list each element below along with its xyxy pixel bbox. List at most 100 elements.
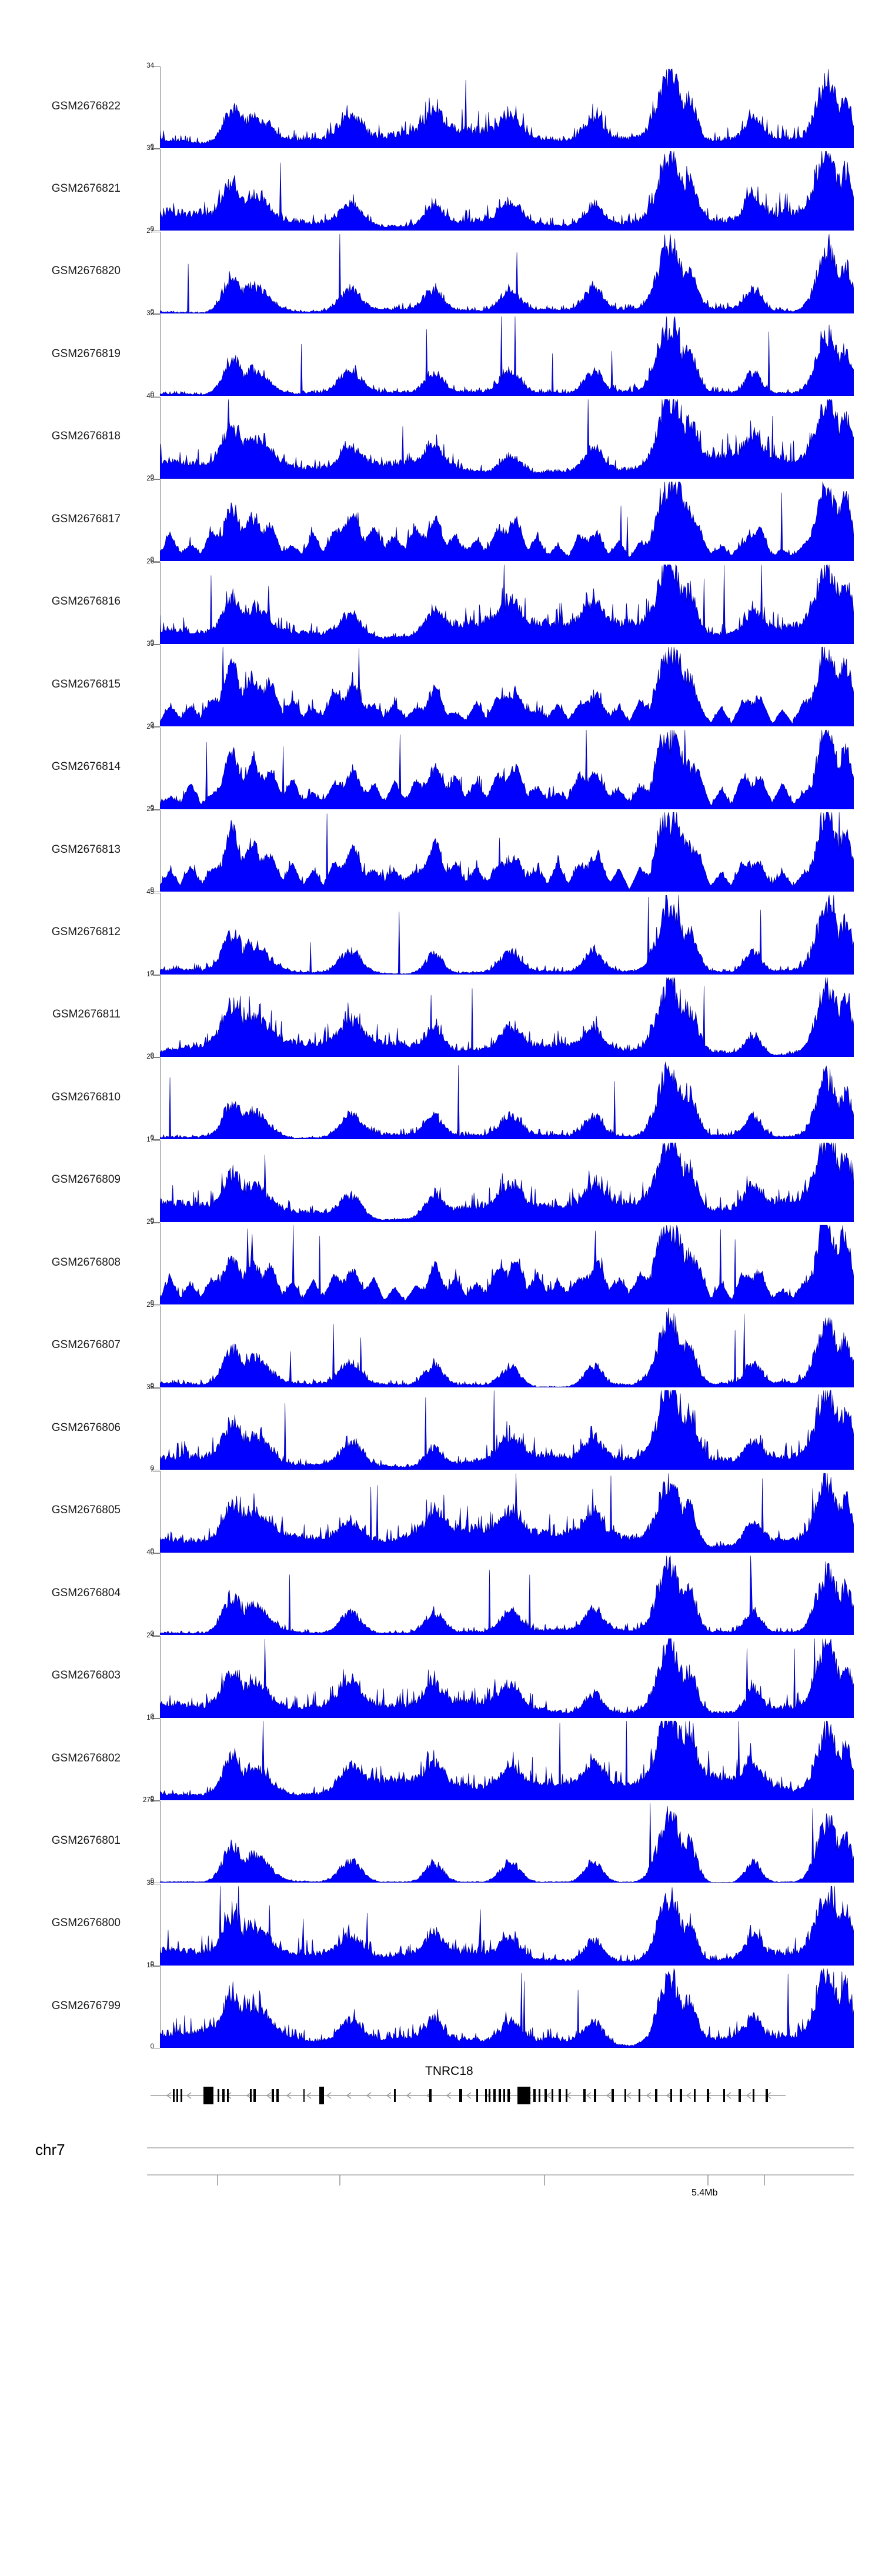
coverage-track: GSM2676809 17 0 — [0, 1136, 882, 1224]
track-axis-min-label: 0 — [150, 1382, 154, 1390]
track-axis-tick-max — [153, 1966, 160, 1967]
track-sample-label: GSM2676813 — [51, 843, 121, 856]
coverage-track: GSM2676804 40 0 — [0, 1549, 882, 1638]
coverage-track: GSM2676817 22 0 — [0, 475, 882, 563]
coverage-signal — [160, 893, 854, 975]
track-axis-tick-min — [153, 148, 160, 149]
track-axis-min-label: 0 — [150, 308, 154, 316]
track-sample-label: GSM2676810 — [51, 1090, 121, 1103]
track-axis-min-label: 0 — [150, 1547, 154, 1555]
track-axis-min-label: 0 — [150, 1134, 154, 1142]
track-axis-line — [160, 1719, 161, 1800]
track-axis-min-label: 0 — [150, 391, 154, 399]
track-axis-min-label: 0 — [150, 1630, 154, 1638]
track-axis-max-label: 40 — [146, 392, 154, 400]
track-axis-tick-min — [153, 1717, 160, 1719]
track-axis-min-label: 0 — [150, 804, 154, 812]
track-axis-max-label: 29 — [146, 1219, 154, 1226]
coverage-signal — [160, 1719, 854, 1800]
track-axis-tick-min — [153, 643, 160, 645]
track-sample-label: GSM2676818 — [51, 430, 121, 443]
track-axis-max-label: 38 — [146, 1384, 154, 1392]
track-axis-line — [160, 1140, 161, 1222]
track-axis-max-label: 17 — [146, 1136, 154, 1143]
coverage-signal — [160, 1966, 854, 2048]
coverage-signal — [160, 1223, 854, 1305]
track-axis-max-label: 17 — [146, 970, 154, 978]
track-axis-min-label: 0 — [150, 1960, 154, 1968]
track-axis-max-label: 33 — [146, 640, 154, 648]
coverage-track: GSM2676816 26 0 — [0, 558, 882, 646]
coverage-signal — [160, 397, 854, 479]
coverage-track: GSM2676818 40 0 — [0, 393, 882, 481]
coverage-signal — [160, 232, 854, 313]
coverage-signal — [160, 66, 854, 148]
track-axis-tick-max — [153, 66, 160, 67]
track-axis-line — [160, 1883, 161, 1966]
track-axis-min-label: 0 — [150, 2043, 154, 2051]
track-axis-line — [160, 810, 161, 892]
track-axis-tick-max — [153, 1057, 160, 1059]
coverage-track: GSM2676806 38 0 — [0, 1384, 882, 1473]
track-axis-tick-max — [153, 1553, 160, 1554]
track-sample-label: GSM2676808 — [51, 1256, 121, 1269]
track-axis-tick-max — [153, 1636, 160, 1637]
track-sample-label: GSM2676811 — [52, 1008, 121, 1021]
coverage-signal — [160, 1884, 854, 1966]
track-axis-min-label: 0 — [150, 1796, 154, 1803]
track-axis-max-label: 23 — [146, 806, 154, 813]
track-sample-label: GSM2676822 — [51, 99, 121, 112]
coverage-track: GSM2676814 24 0 — [0, 723, 882, 812]
coverage-track: GSM2676821 31 0 — [0, 145, 882, 233]
coverage-signal — [160, 1388, 854, 1470]
coverage-signal — [160, 810, 854, 892]
track-axis-tick-min — [153, 1387, 160, 1388]
track-axis-max-label: 24 — [146, 1631, 154, 1639]
track-axis-tick-max — [153, 314, 160, 315]
track-axis-max-label: 7 — [150, 1466, 154, 1474]
coverage-track: GSM2676810 26 0 — [0, 1053, 882, 1142]
track-axis-max-label: 26 — [146, 558, 154, 565]
track-axis-min-label: 0 — [150, 1217, 154, 1224]
track-axis-tick-min — [153, 1222, 160, 1223]
track-axis-max-label: 14 — [146, 1714, 154, 1721]
track-axis-line — [160, 1636, 161, 1718]
track-axis-tick-min — [153, 1304, 160, 1306]
track-axis-max-label: 38 — [146, 1879, 154, 1887]
track-axis-max-label: 34 — [146, 62, 154, 69]
track-axis-tick-min — [153, 1635, 160, 1636]
genomic-coordinate-axis[interactable] — [0, 2137, 882, 2190]
track-sample-label: GSM2676816 — [51, 595, 121, 608]
gene-name-label: TNRC18 — [425, 2064, 473, 2078]
coverage-track: GSM2676811 17 0 — [0, 971, 882, 1059]
track-axis-line — [160, 479, 161, 562]
coverage-signal — [160, 314, 854, 396]
track-axis-min-label: 0 — [150, 1713, 154, 1720]
track-axis-max-label: 32 — [146, 310, 154, 318]
track-axis-max-label: 45 — [146, 888, 154, 896]
track-axis-line — [160, 645, 161, 727]
track-axis-max-label: 27 — [146, 227, 154, 235]
coverage-signal — [160, 728, 854, 809]
track-axis-line — [160, 1305, 161, 1387]
coverage-signal — [160, 1306, 854, 1387]
track-axis-line — [160, 231, 161, 313]
track-axis-min-label: 0 — [150, 1052, 154, 1059]
track-axis-min-label: 0 — [150, 473, 154, 481]
coverage-track: GSM2676803 24 0 — [0, 1632, 882, 1720]
track-axis-min-label: 0 — [150, 1465, 154, 1473]
track-axis-line — [160, 727, 161, 809]
track-axis-line — [160, 892, 161, 975]
coverage-track: GSM2676802 14 0 — [0, 1714, 882, 1803]
coverage-signal — [160, 562, 854, 644]
coverage-signal — [160, 1553, 854, 1636]
coverage-signal — [160, 1801, 854, 1883]
track-axis-line — [160, 562, 161, 644]
track-sample-label: GSM2676807 — [51, 1339, 121, 1352]
coverage-track: GSM2676801 278 0 — [0, 1797, 882, 1885]
coverage-signal — [160, 975, 854, 1057]
track-axis-line — [160, 396, 161, 479]
track-axis-line — [160, 1553, 161, 1636]
gene-model-track[interactable] — [147, 2082, 789, 2109]
